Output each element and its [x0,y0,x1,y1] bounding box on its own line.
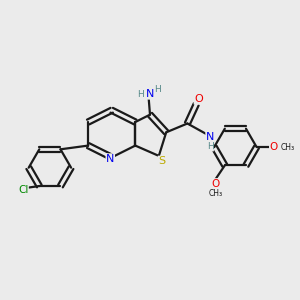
Text: methoxy1: methoxy1 [209,195,217,197]
Text: O: O [211,179,220,189]
Text: H: H [207,142,213,151]
Text: N: N [106,154,114,164]
Text: N: N [206,132,214,142]
Text: CH₃: CH₃ [280,142,295,152]
Text: H: H [154,85,161,94]
Text: CH₃: CH₃ [209,189,223,198]
Text: N: N [146,89,154,99]
Text: O: O [194,94,203,104]
Text: O: O [269,142,278,152]
Text: H: H [137,90,144,99]
Text: S: S [158,156,165,166]
Text: Cl: Cl [18,185,28,195]
